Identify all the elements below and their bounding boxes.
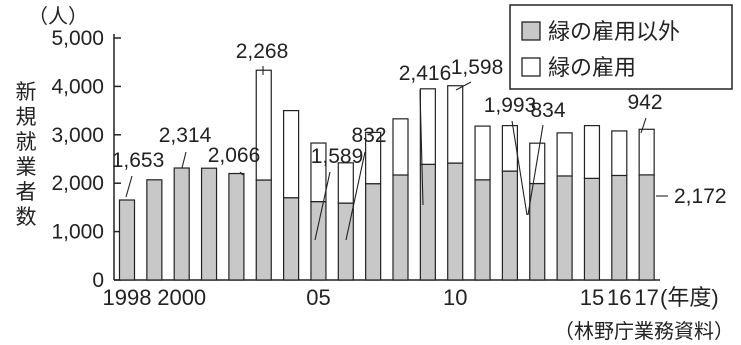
data-label-leader	[345, 151, 366, 241]
y-tick-label: 3,000	[51, 124, 104, 147]
bar-segment-other	[474, 179, 491, 281]
legend-label-green-employment: 緑の雇用	[548, 56, 636, 81]
data-label-leader	[125, 175, 133, 198]
x-tick-label: 2000	[157, 285, 206, 310]
bar-segment-green-employment	[556, 132, 573, 177]
x-tick-label: 17	[634, 285, 658, 310]
y-axis-label-char: 者	[16, 180, 37, 204]
bar-segment-other	[310, 200, 327, 281]
data-label-leader	[314, 171, 331, 241]
bar-segment-green-employment	[501, 125, 518, 172]
y-tick-label: 1,000	[51, 221, 104, 244]
data-label: 834	[530, 99, 565, 122]
data-label: 1,993	[484, 94, 537, 117]
bar-segment-other	[200, 167, 218, 281]
y-tick-label: 4,000	[51, 75, 104, 98]
bar-segment-other	[118, 199, 136, 281]
bar-segment-green-employment	[310, 142, 327, 203]
x-tick-label: 1998	[103, 285, 152, 310]
legend-label-other: 緑の雇用以外	[548, 20, 680, 45]
bar-segment-other	[556, 175, 573, 281]
bar-segment-green-employment	[611, 130, 628, 177]
y-axis-label-char: 業	[16, 155, 37, 179]
legend-box	[509, 4, 733, 90]
data-label-leader	[181, 151, 187, 169]
bar-segment-green-employment	[583, 125, 601, 179]
data-label-leader	[527, 124, 544, 216]
bar-segment-other	[583, 177, 601, 281]
x-tick-label: 16	[607, 285, 631, 310]
bar-segment-other	[392, 174, 409, 281]
bar-segment-other	[611, 174, 628, 281]
bar-segment-other	[228, 172, 245, 281]
x-tick-label: 10	[443, 285, 467, 310]
bar-segment-green-employment	[365, 131, 382, 185]
axes: 0 1,000 2,000 3,000 4,000 5,000 1998 2000 05 10 15…	[51, 27, 660, 310]
bar-segment-other	[447, 162, 464, 281]
y-axis-label-char: 規	[16, 105, 37, 129]
data-label-leader	[455, 81, 472, 91]
y-tick-label: 0	[92, 269, 104, 292]
data-label-leader	[419, 89, 424, 206]
bar-segment-green-employment	[392, 118, 409, 176]
bar-segment-green-employment	[638, 128, 655, 176]
bar-segment-green-employment	[283, 109, 300, 199]
data-label-leader	[511, 120, 528, 216]
bar-segment-green-employment	[337, 162, 354, 204]
bars	[118, 69, 655, 281]
legend: 緑の雇用以外 緑の雇用	[509, 4, 733, 90]
data-label: 832	[351, 124, 386, 147]
bar-segment-other	[146, 179, 163, 281]
data-label: 942	[627, 91, 662, 114]
data-label: 1,653	[112, 149, 165, 172]
data-label-leader	[640, 117, 647, 134]
y-axis-label-char: 数	[16, 205, 37, 229]
data-label: 1,589	[311, 145, 364, 168]
data-label: 1,598	[451, 56, 504, 79]
y-axis-label-char: 新	[16, 80, 37, 104]
y-tick-label: 2,000	[51, 172, 104, 195]
bar-segment-green-employment	[474, 125, 491, 181]
bar-segment-other	[173, 167, 190, 281]
y-tick-label: 5,000	[51, 27, 104, 50]
bar-segment-green-employment	[447, 85, 464, 164]
x-tick-label: 15	[580, 285, 604, 310]
y-axis-label-char: 就	[16, 130, 37, 154]
bar-segment-other	[255, 179, 272, 281]
bar-segment-green-employment	[529, 142, 546, 185]
data-label: 2,268	[236, 40, 289, 63]
data-label: 2,066	[208, 144, 261, 167]
bar-segment-green-employment	[255, 69, 272, 181]
bar-segment-other	[529, 182, 546, 281]
x-axis-suffix: (年度)	[660, 285, 719, 310]
bar-segment-other	[365, 183, 382, 281]
source-note: （林野庁業務資料）	[554, 319, 734, 343]
x-tick-label: 05	[306, 285, 330, 310]
bar-segment-other	[501, 170, 518, 281]
unit-label: （人）	[28, 4, 88, 28]
bar-segment-other	[638, 174, 655, 281]
bar-segment-green-employment	[419, 88, 436, 165]
legend-swatch-other	[521, 21, 541, 41]
legend-swatch-green-employment	[521, 57, 541, 77]
bar-segment-other	[283, 197, 300, 281]
data-label: 2,314	[159, 124, 212, 147]
data-label: 2,416	[399, 62, 452, 85]
data-label: 2,172	[674, 185, 727, 208]
data-label-leader	[239, 171, 244, 176]
